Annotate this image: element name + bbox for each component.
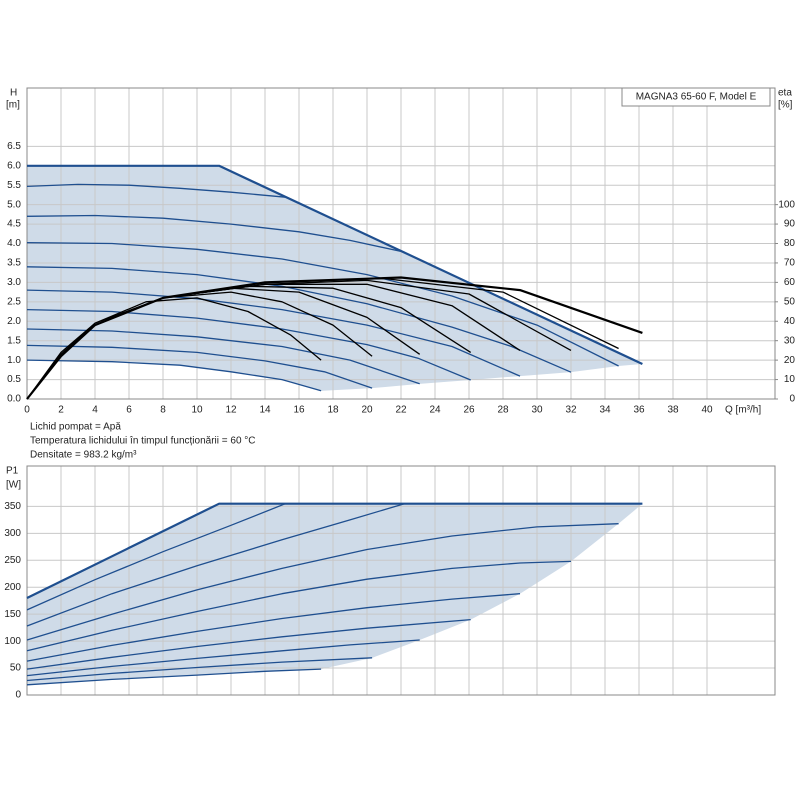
chart-title: MAGNA3 65-60 F, Model E	[636, 92, 757, 103]
x-tick-label: 8	[160, 405, 166, 416]
x-tick-label: 38	[667, 405, 679, 416]
y2-tick-label: 0	[789, 394, 795, 405]
x-tick-label: 10	[191, 405, 203, 416]
curve	[26, 359, 322, 392]
x-tick-label: 20	[361, 405, 373, 416]
x-tick-label: 18	[327, 405, 339, 416]
curve	[26, 214, 405, 253]
operating-area	[27, 165, 643, 391]
y2-tick-label: 10	[784, 374, 796, 385]
y-tick-label: 50	[10, 663, 22, 674]
curve	[26, 639, 420, 677]
efficiency-curve	[26, 276, 643, 400]
x-tick-label: 22	[395, 405, 407, 416]
y-tick-label: 2.0	[7, 316, 21, 327]
x-label: Q [m³/h]	[725, 405, 761, 416]
curve	[26, 266, 572, 373]
curve	[27, 164, 643, 365]
curve	[26, 657, 373, 682]
y-tick-label: 0	[15, 690, 21, 701]
note: Temperatura lichidului în timpul funcțio…	[30, 436, 256, 447]
title-box	[621, 87, 771, 107]
curve	[26, 668, 322, 686]
y2-tick-label: 60	[784, 277, 796, 288]
y-tick-label: 250	[4, 555, 21, 566]
y2-tick-label: 100	[778, 199, 795, 210]
y-tick-label: 2.5	[7, 296, 21, 307]
y-tick-label: 150	[4, 609, 21, 620]
curve	[26, 523, 619, 641]
y-tick-label: 6.5	[7, 141, 21, 152]
x-tick-label: 30	[531, 405, 543, 416]
x-tick-label: 14	[259, 405, 271, 416]
y-tick-label: 5.0	[7, 199, 21, 210]
curve	[26, 618, 471, 670]
x-tick-label: 4	[92, 405, 98, 416]
x-tick-label: 32	[565, 405, 577, 416]
plot-frame	[26, 465, 776, 696]
curve	[26, 328, 420, 385]
y-tick-label: 0.5	[7, 374, 21, 385]
y2-tick-label: 50	[784, 296, 796, 307]
y-tick-label: 1.0	[7, 355, 21, 366]
curve	[26, 308, 471, 381]
x-tick-label: 2	[58, 405, 64, 416]
x-tick-label: 0	[24, 405, 30, 416]
y2-unit: [%]	[778, 100, 793, 111]
y-tick-label: 1.5	[7, 335, 21, 346]
x-tick-label: 6	[126, 405, 132, 416]
curve	[26, 560, 572, 652]
curve	[26, 502, 643, 599]
curve	[26, 183, 286, 198]
x-tick-label: 28	[497, 405, 509, 416]
curve	[26, 593, 521, 662]
note: Densitate = 983.2 kg/m³	[30, 450, 137, 461]
y-tick-label: 200	[4, 582, 21, 593]
y2-tick-label: 80	[784, 238, 796, 249]
x-tick-label: 16	[293, 405, 305, 416]
y-tick-label: 6.0	[7, 160, 21, 171]
y-unit: [m]	[6, 100, 20, 111]
operating-area	[27, 503, 643, 685]
x-tick-label: 12	[225, 405, 237, 416]
y-tick-label: 3.5	[7, 258, 21, 269]
y-label: P1	[6, 466, 19, 477]
y-tick-label: 100	[4, 636, 21, 647]
x-tick-label: 26	[463, 405, 475, 416]
y-tick-label: 0.0	[7, 394, 21, 405]
curve	[26, 503, 286, 611]
curve	[26, 289, 521, 377]
y-tick-label: 4.0	[7, 238, 21, 249]
y-unit: [W]	[6, 480, 21, 491]
y-tick-label: 350	[4, 501, 21, 512]
curve	[26, 503, 405, 627]
y2-tick-label: 70	[784, 258, 796, 269]
y2-tick-label: 40	[784, 316, 796, 327]
y2-tick-label: 90	[784, 219, 796, 230]
y2-tick-label: 20	[784, 355, 796, 366]
y-tick-label: 3.0	[7, 277, 21, 288]
curve	[26, 344, 373, 389]
y-tick-label: 300	[4, 528, 21, 539]
plot-frame	[26, 87, 776, 400]
charts: 0 2 4 6 8 10 12 14 16 18 20 22 24 26 28 30 32 34 36 38 400.0…	[4, 87, 796, 701]
note: Lichid pompat = Apă	[30, 422, 121, 433]
efficiency-curve	[26, 297, 322, 400]
x-tick-label: 34	[599, 405, 611, 416]
y2-label: eta	[778, 88, 792, 99]
y-tick-label: 5.5	[7, 180, 21, 191]
y-label: H	[10, 88, 17, 99]
x-tick-label: 36	[633, 405, 645, 416]
y-tick-label: 4.5	[7, 219, 21, 230]
y2-tick-label: 30	[784, 335, 796, 346]
curve	[26, 242, 619, 367]
x-tick-label: 24	[429, 405, 441, 416]
x-tick-label: 40	[701, 405, 713, 416]
